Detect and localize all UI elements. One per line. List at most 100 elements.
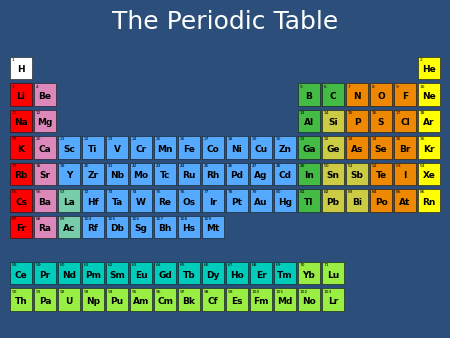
Text: Tm: Tm: [277, 271, 293, 280]
FancyBboxPatch shape: [274, 288, 296, 311]
FancyBboxPatch shape: [58, 262, 80, 284]
Text: Ac: Ac: [63, 224, 75, 233]
Text: 27: 27: [203, 138, 209, 141]
FancyBboxPatch shape: [322, 83, 344, 106]
Text: 90: 90: [11, 290, 17, 294]
FancyBboxPatch shape: [394, 83, 416, 106]
Text: 102: 102: [299, 290, 308, 294]
Text: K: K: [18, 145, 24, 154]
FancyBboxPatch shape: [298, 110, 320, 132]
Text: Os: Os: [182, 198, 196, 207]
Text: Bi: Bi: [352, 198, 362, 207]
Text: Ir: Ir: [209, 198, 217, 207]
Text: Ru: Ru: [182, 171, 196, 180]
Text: 95: 95: [131, 290, 137, 294]
Text: 41: 41: [108, 164, 113, 168]
Text: V: V: [113, 145, 121, 154]
FancyBboxPatch shape: [10, 163, 32, 185]
FancyBboxPatch shape: [250, 136, 272, 159]
Text: 45: 45: [203, 164, 209, 168]
Text: 109: 109: [203, 217, 212, 221]
Text: 57: 57: [59, 190, 65, 194]
Text: 51: 51: [347, 164, 353, 168]
Text: 106: 106: [131, 217, 140, 221]
Text: No: No: [302, 297, 316, 306]
Text: Zn: Zn: [279, 145, 292, 154]
Text: Rb: Rb: [14, 171, 27, 180]
Text: F: F: [402, 92, 408, 101]
FancyBboxPatch shape: [370, 136, 392, 159]
Text: Bk: Bk: [183, 297, 195, 306]
FancyBboxPatch shape: [394, 110, 416, 132]
FancyBboxPatch shape: [178, 262, 200, 284]
FancyBboxPatch shape: [298, 262, 320, 284]
FancyBboxPatch shape: [178, 163, 200, 185]
Text: 49: 49: [299, 164, 305, 168]
Text: 2: 2: [419, 58, 422, 62]
Text: 23: 23: [108, 138, 113, 141]
Text: Na: Na: [14, 118, 28, 127]
FancyBboxPatch shape: [346, 163, 368, 185]
Text: Lr: Lr: [328, 297, 338, 306]
Text: 98: 98: [203, 290, 209, 294]
Text: 21: 21: [59, 138, 65, 141]
Text: 35: 35: [396, 138, 401, 141]
Text: 85: 85: [396, 190, 401, 194]
FancyBboxPatch shape: [298, 136, 320, 159]
Text: 15: 15: [347, 111, 353, 115]
FancyBboxPatch shape: [106, 189, 128, 212]
Text: Cu: Cu: [254, 145, 268, 154]
Text: 68: 68: [252, 263, 257, 267]
FancyBboxPatch shape: [250, 262, 272, 284]
Text: Ho: Ho: [230, 271, 244, 280]
Text: 54: 54: [419, 164, 425, 168]
Text: 30: 30: [275, 138, 281, 141]
Text: Ca: Ca: [39, 145, 51, 154]
Text: The Periodic Table: The Periodic Table: [112, 10, 338, 34]
FancyBboxPatch shape: [202, 189, 224, 212]
FancyBboxPatch shape: [178, 288, 200, 311]
Text: 28: 28: [227, 138, 233, 141]
Text: Sc: Sc: [63, 145, 75, 154]
Text: 12: 12: [36, 111, 41, 115]
Text: In: In: [304, 171, 314, 180]
Text: 19: 19: [11, 138, 17, 141]
Text: 40: 40: [83, 164, 89, 168]
Text: 13: 13: [299, 111, 305, 115]
FancyBboxPatch shape: [130, 189, 152, 212]
FancyBboxPatch shape: [154, 136, 176, 159]
FancyBboxPatch shape: [130, 163, 152, 185]
Text: Kr: Kr: [423, 145, 435, 154]
Text: 59: 59: [36, 263, 41, 267]
Text: Po: Po: [374, 198, 387, 207]
Text: 58: 58: [11, 263, 17, 267]
FancyBboxPatch shape: [418, 163, 440, 185]
FancyBboxPatch shape: [346, 110, 368, 132]
Text: 89: 89: [59, 217, 65, 221]
FancyBboxPatch shape: [394, 136, 416, 159]
Text: Zr: Zr: [87, 171, 99, 180]
Text: Pa: Pa: [39, 297, 51, 306]
Text: 99: 99: [227, 290, 233, 294]
Text: 10: 10: [419, 84, 425, 89]
FancyBboxPatch shape: [106, 288, 128, 311]
FancyBboxPatch shape: [82, 136, 104, 159]
FancyBboxPatch shape: [34, 262, 56, 284]
Text: Cd: Cd: [279, 171, 292, 180]
Text: Rn: Rn: [422, 198, 436, 207]
FancyBboxPatch shape: [250, 189, 272, 212]
Text: Mg: Mg: [37, 118, 53, 127]
Text: 37: 37: [11, 164, 17, 168]
Text: 47: 47: [252, 164, 257, 168]
FancyBboxPatch shape: [82, 189, 104, 212]
FancyBboxPatch shape: [370, 189, 392, 212]
FancyBboxPatch shape: [34, 288, 56, 311]
FancyBboxPatch shape: [226, 262, 248, 284]
FancyBboxPatch shape: [322, 163, 344, 185]
Text: 55: 55: [11, 190, 17, 194]
Text: Au: Au: [254, 198, 268, 207]
Text: Th: Th: [14, 297, 27, 306]
Text: 105: 105: [108, 217, 116, 221]
Text: Ar: Ar: [423, 118, 435, 127]
Text: Sr: Sr: [40, 171, 50, 180]
